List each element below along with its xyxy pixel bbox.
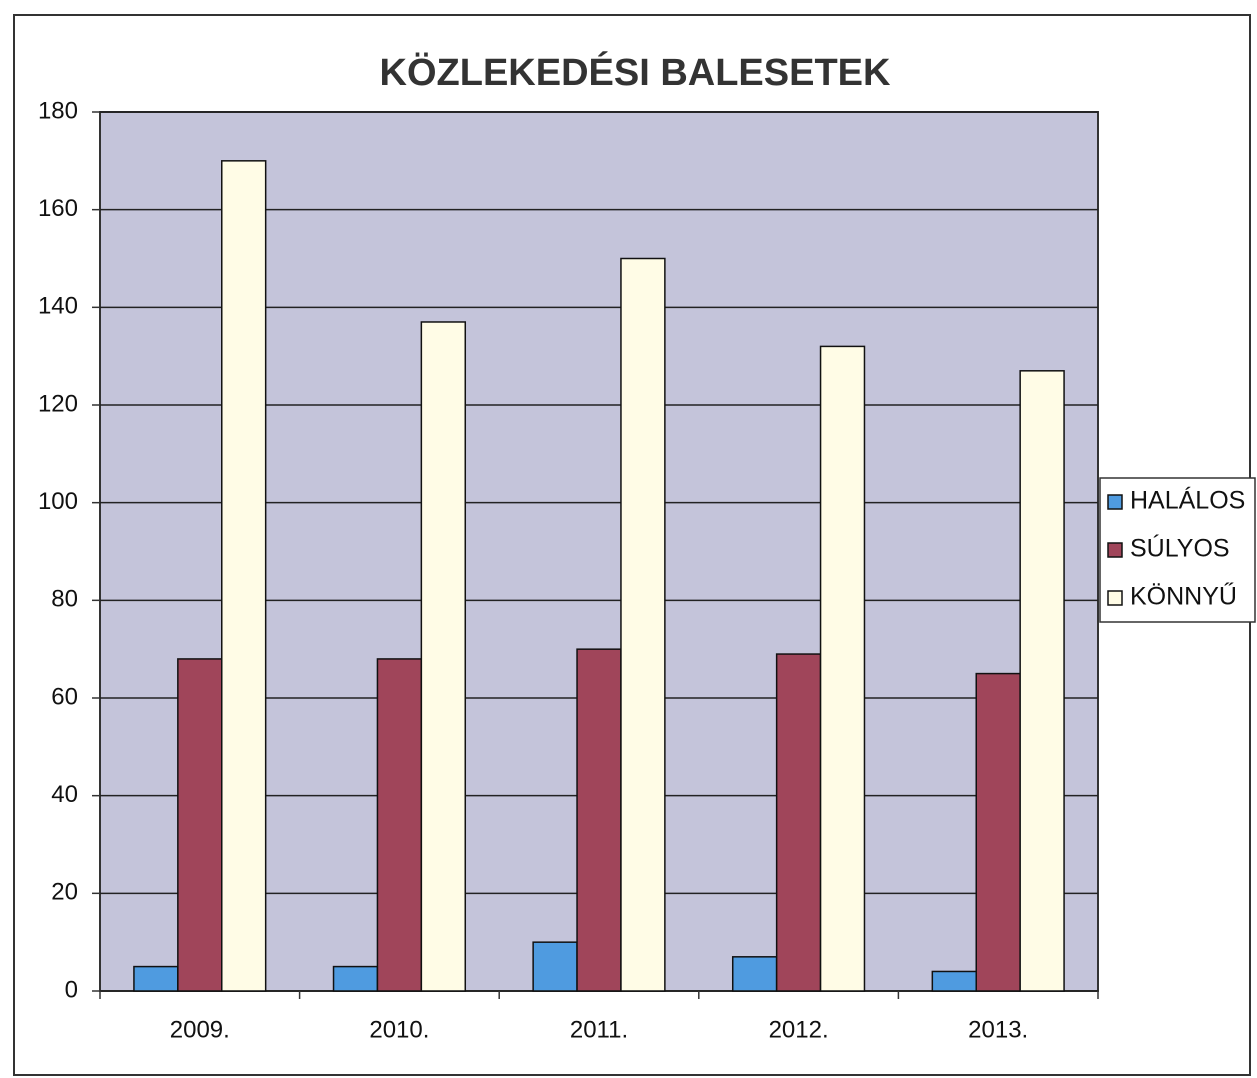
y-tick-label: 140: [38, 293, 78, 320]
y-tick-label: 160: [38, 195, 78, 222]
y-tick-label: 100: [38, 488, 78, 515]
y-tick-label: 20: [51, 879, 78, 906]
bar: [931, 970, 977, 992]
bar: [819, 345, 866, 992]
legend-label: HALÁLOS: [1130, 486, 1245, 515]
bar: [532, 941, 578, 992]
legend-swatch: [1107, 542, 1123, 558]
y-tick-label: 120: [38, 390, 78, 417]
bar: [221, 160, 267, 992]
bar: [133, 965, 179, 992]
bar: [1019, 370, 1065, 992]
y-tick-label: 0: [65, 976, 78, 1003]
bar: [620, 257, 666, 992]
chart-title: KÖZLEKEDÉSI BALESETEK: [380, 50, 891, 94]
bar: [376, 658, 423, 992]
bar: [731, 956, 778, 992]
x-tick-label: 2009.: [170, 1016, 230, 1043]
legend-swatch: [1107, 494, 1123, 510]
bar: [420, 321, 467, 992]
x-tick-label: 2012.: [769, 1016, 829, 1043]
y-tick-label: 60: [51, 683, 78, 710]
legend-label: KÖNNYŰ: [1130, 582, 1237, 611]
bar: [975, 672, 1021, 992]
bar: [177, 658, 223, 992]
y-tick-label: 80: [51, 586, 78, 613]
bar: [576, 648, 622, 992]
x-tick-label: 2011.: [570, 1016, 628, 1043]
y-tick-label: 180: [38, 97, 78, 124]
x-tick-label: 2010.: [369, 1016, 429, 1043]
legend-box: [1099, 477, 1256, 623]
legend-label: SÚLYOS: [1130, 534, 1230, 563]
x-tick-label: 2013.: [968, 1016, 1028, 1043]
legend-swatch: [1107, 590, 1123, 606]
y-tick-label: 40: [51, 781, 78, 808]
bar: [775, 653, 822, 992]
bar: [332, 965, 379, 992]
